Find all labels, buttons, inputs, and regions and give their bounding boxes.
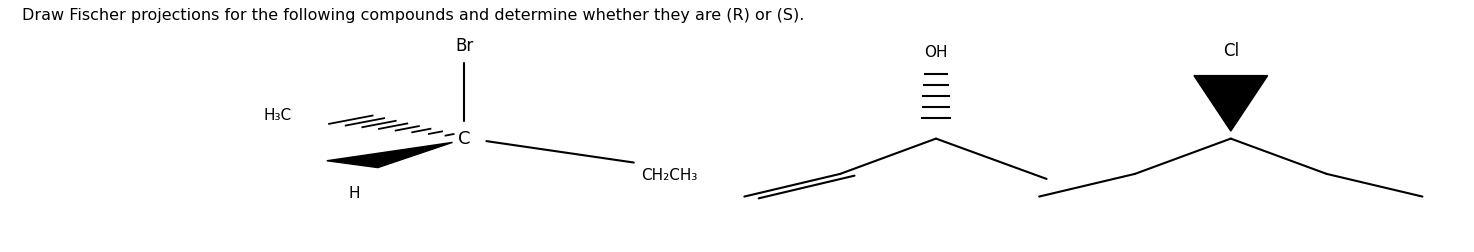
Text: H₃C: H₃C (264, 108, 292, 123)
Text: CH₂CH₃: CH₂CH₃ (641, 168, 697, 183)
Text: C: C (458, 130, 470, 148)
Text: Cl: Cl (1223, 43, 1238, 60)
Polygon shape (1194, 76, 1268, 131)
Text: H: H (348, 186, 360, 202)
Polygon shape (327, 142, 453, 168)
Text: Draw Fischer projections for the following compounds and determine whether they : Draw Fischer projections for the followi… (22, 8, 805, 23)
Text: OH: OH (924, 45, 948, 60)
Text: Br: Br (455, 38, 473, 55)
